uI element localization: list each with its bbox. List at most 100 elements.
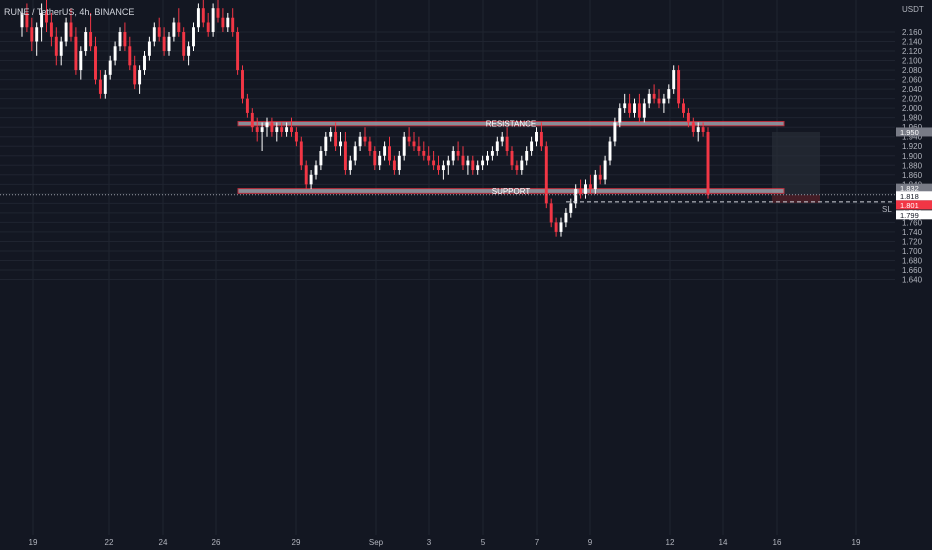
candle[interactable] bbox=[196, 3, 200, 32]
candle[interactable] bbox=[559, 217, 563, 237]
candle[interactable] bbox=[686, 108, 690, 128]
candle[interactable] bbox=[588, 174, 592, 194]
candle[interactable] bbox=[544, 141, 548, 209]
candle[interactable] bbox=[329, 127, 333, 142]
candle[interactable] bbox=[593, 170, 597, 194]
candle[interactable] bbox=[446, 155, 450, 175]
candle[interactable] bbox=[216, 0, 220, 23]
candle[interactable] bbox=[628, 93, 632, 118]
candle[interactable] bbox=[211, 3, 215, 37]
candle[interactable] bbox=[432, 151, 436, 171]
candle[interactable] bbox=[167, 32, 171, 56]
candle[interactable] bbox=[260, 122, 264, 151]
candle[interactable] bbox=[250, 108, 254, 132]
candle[interactable] bbox=[554, 217, 558, 237]
candle[interactable] bbox=[662, 93, 666, 113]
candle[interactable] bbox=[265, 117, 269, 137]
candle[interactable] bbox=[152, 22, 156, 47]
candle[interactable] bbox=[682, 98, 685, 118]
candle[interactable] bbox=[113, 41, 117, 66]
candle[interactable] bbox=[290, 117, 293, 137]
candle[interactable] bbox=[103, 70, 107, 99]
candle[interactable] bbox=[108, 55, 112, 80]
candle[interactable] bbox=[98, 70, 102, 99]
candle[interactable] bbox=[138, 65, 142, 94]
candle[interactable] bbox=[441, 160, 445, 180]
candle[interactable] bbox=[672, 65, 676, 94]
candle[interactable] bbox=[642, 98, 646, 123]
candle[interactable] bbox=[525, 146, 529, 166]
candle[interactable] bbox=[510, 146, 514, 171]
candle[interactable] bbox=[74, 27, 78, 75]
candle[interactable] bbox=[388, 136, 391, 166]
candle[interactable] bbox=[280, 122, 284, 137]
candle[interactable] bbox=[505, 127, 509, 156]
candle[interactable] bbox=[270, 117, 274, 137]
resistance-zone[interactable] bbox=[237, 120, 785, 127]
candle[interactable] bbox=[451, 146, 455, 166]
candle[interactable] bbox=[172, 17, 176, 42]
candle[interactable] bbox=[397, 151, 401, 175]
candle[interactable] bbox=[353, 141, 357, 166]
candle[interactable] bbox=[285, 122, 289, 137]
candle[interactable] bbox=[187, 41, 191, 66]
candle[interactable] bbox=[49, 12, 53, 47]
candle[interactable] bbox=[192, 22, 195, 52]
symbol-title[interactable]: RUNE / TetherUS, 4h, BINANCE bbox=[4, 7, 134, 17]
candle[interactable] bbox=[64, 17, 68, 47]
candle[interactable] bbox=[515, 160, 519, 175]
candle[interactable] bbox=[59, 36, 63, 66]
candle[interactable] bbox=[392, 155, 396, 175]
candle[interactable] bbox=[422, 141, 426, 161]
candle[interactable] bbox=[304, 160, 308, 190]
candle[interactable] bbox=[206, 12, 210, 37]
candle[interactable] bbox=[133, 55, 137, 90]
candle[interactable] bbox=[358, 131, 362, 151]
candle[interactable] bbox=[201, 0, 205, 28]
candle[interactable] bbox=[476, 160, 480, 175]
candle[interactable] bbox=[45, 0, 48, 32]
candle[interactable] bbox=[481, 155, 485, 171]
candle[interactable] bbox=[603, 155, 607, 185]
candle[interactable] bbox=[123, 22, 127, 52]
candle[interactable] bbox=[54, 27, 58, 66]
candle[interactable] bbox=[20, 8, 24, 37]
candle[interactable] bbox=[412, 131, 416, 151]
target-zone[interactable] bbox=[772, 131, 820, 195]
candle[interactable] bbox=[226, 12, 230, 32]
candle[interactable] bbox=[613, 117, 617, 147]
candle-layer[interactable] bbox=[20, 0, 710, 237]
candle[interactable] bbox=[696, 122, 700, 142]
candle[interactable] bbox=[162, 27, 166, 56]
candle[interactable] bbox=[35, 22, 39, 56]
candle[interactable] bbox=[579, 179, 583, 199]
candle[interactable] bbox=[89, 12, 93, 52]
candle[interactable] bbox=[584, 179, 587, 199]
candle[interactable] bbox=[383, 141, 387, 161]
candle[interactable] bbox=[657, 89, 661, 109]
candle[interactable] bbox=[667, 84, 671, 104]
candle[interactable] bbox=[368, 136, 372, 156]
candle[interactable] bbox=[706, 127, 710, 199]
candle[interactable] bbox=[456, 141, 460, 161]
candle[interactable] bbox=[701, 122, 705, 137]
candle[interactable] bbox=[417, 136, 421, 156]
candle[interactable] bbox=[623, 93, 627, 113]
candle[interactable] bbox=[637, 93, 641, 123]
candle[interactable] bbox=[339, 131, 342, 156]
candle[interactable] bbox=[157, 17, 161, 42]
candle[interactable] bbox=[275, 122, 279, 142]
candle[interactable] bbox=[471, 155, 475, 175]
candle[interactable] bbox=[608, 136, 612, 166]
candle[interactable] bbox=[520, 155, 524, 175]
candle[interactable] bbox=[231, 8, 235, 37]
candle[interactable] bbox=[402, 131, 406, 161]
candle[interactable] bbox=[598, 165, 602, 185]
candle[interactable] bbox=[343, 131, 347, 175]
candle[interactable] bbox=[427, 146, 431, 166]
candle[interactable] bbox=[94, 36, 97, 85]
candle[interactable] bbox=[363, 127, 367, 147]
candle[interactable] bbox=[30, 17, 34, 52]
candle[interactable] bbox=[530, 136, 534, 156]
